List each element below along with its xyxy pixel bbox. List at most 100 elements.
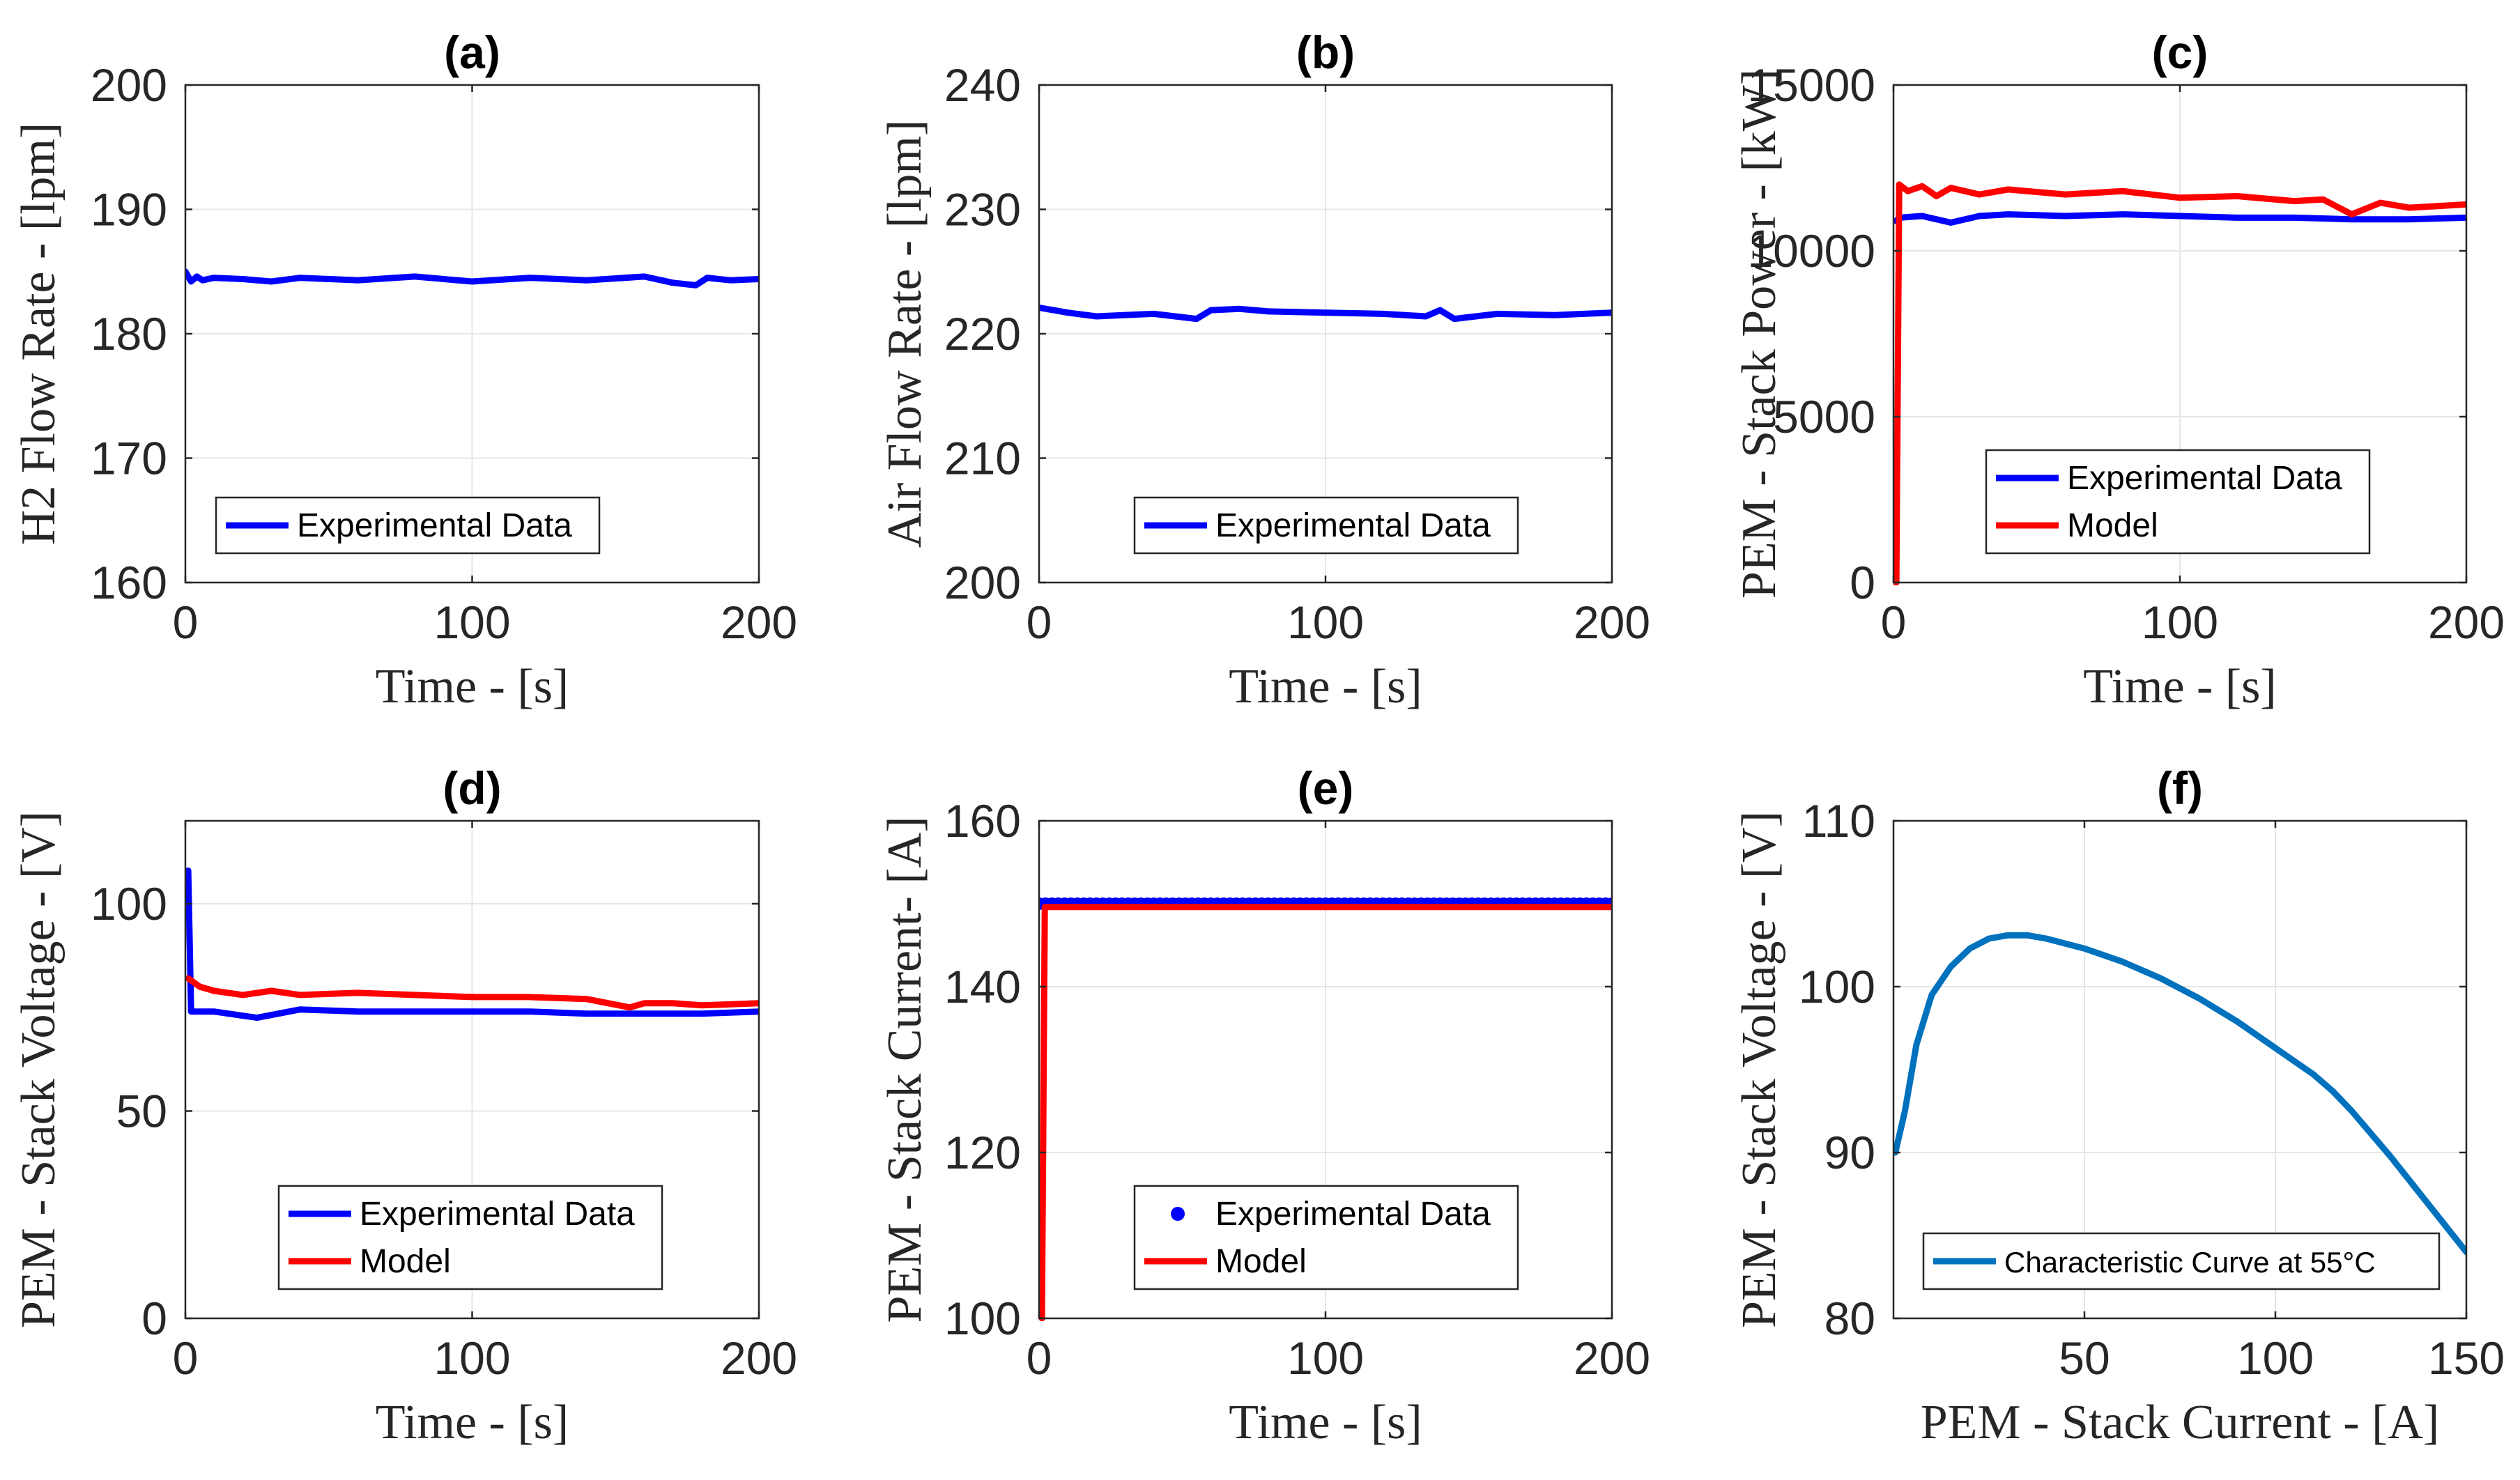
y-tick-label: 110 [1802,795,1875,847]
x-tick-label: 0 [1881,596,1907,648]
data-line [1893,181,2466,585]
data-line [1039,305,1612,323]
y-tick-label: 190 [91,184,167,236]
y-tick-label: 180 [91,308,167,360]
chart-title: (c) [2152,26,2208,78]
chart-title: (d) [443,762,501,814]
y-tick-label: 0 [141,1293,167,1344]
y-tick-label: 170 [91,433,167,484]
series-experimental-data [185,867,759,1022]
x-tick-label: 50 [2059,1332,2110,1384]
x-axis-label: Time - [s] [1229,660,1422,714]
y-tick-label: 90 [1824,1127,1875,1178]
legend: Characteristic Curve at 55°C [1922,1232,2441,1290]
y-tick-label: 0 [1850,557,1875,608]
legend-marker [1171,1207,1185,1221]
y-axis-label: PEM - Stack Voltage - [V] [1732,811,1786,1328]
legend-entry-label: Experimental Data [360,1196,635,1233]
y-tick-label: 140 [944,961,1021,1012]
x-tick-label: 100 [1287,596,1364,648]
x-tick-label: 200 [721,1332,797,1384]
x-tick-label: 200 [2428,596,2505,648]
panel-a-chart: 0 100 200 160 170 180 190 200 (a) Time - [s] H2 Fl… [12,26,797,714]
series-model [185,975,759,1011]
y-tick-label: 200 [91,59,167,111]
legend-entry-label: Model [2067,507,2158,544]
series-characteristic-curve-at-55-c [1893,932,2466,1256]
panel-f-chart: 50 100 150 80 90 100 110 (f) PEM - Stack Current… [1732,762,2505,1449]
legend-entry-label: Model [1215,1243,1307,1280]
legend-entry-label: Experimental Data [1215,1196,1491,1233]
series-model [1893,181,2466,585]
x-tick-label: 100 [433,1332,510,1384]
legend-entry-label: Experimental Data [1215,507,1491,544]
series-model [1039,904,1612,1321]
series-experimental-data [185,268,759,288]
y-tick-label: 160 [944,795,1021,847]
x-tick-label: 100 [2142,596,2218,648]
y-axis-label: PEM - Stack Voltage - [V] [12,811,66,1328]
y-tick-label: 15000 [1747,59,1875,111]
panel-b-chart: 0 100 200 200 210 220 230 240 (b) Time - [s] Air F… [878,26,1650,714]
y-tick-label: 220 [944,308,1021,360]
y-tick-label: 5000 [1773,391,1875,442]
legend-entry-label: Model [360,1243,451,1280]
data-line [1893,211,2466,226]
y-tick-label: 120 [944,1127,1021,1178]
chart-title: (f) [2157,762,2203,814]
y-axis-label: Air Flow Rate - [lpm] [878,120,932,548]
data-line [185,975,759,1011]
panel-d-chart: 0 100 200 0 50 100 (d) Time - [s] PEM - Stack Vo… [12,762,797,1449]
x-tick-label: 200 [721,596,797,648]
y-tick-label: 100 [944,1293,1021,1344]
series-experimental-data [1893,211,2466,226]
x-tick-label: 100 [1287,1332,1364,1384]
x-axis-label: Time - [s] [376,660,569,714]
axes-box [1892,819,2468,1320]
legend-box [277,1185,663,1290]
legend-entry-label: Experimental Data [2067,460,2342,497]
y-axis-label: PEM - Stack Power - [kW] [1732,69,1786,599]
legend-entry-label: Characteristic Curve at 55°C [2004,1246,2376,1279]
chart-title: (a) [444,26,500,78]
x-tick-label: 0 [173,1332,199,1384]
panel-c-chart: 0 100 200 0 5000 10000 15000 (c) Time - [s] PEM -… [1732,26,2505,714]
y-tick-label: 100 [1799,961,1875,1012]
x-tick-label: 100 [2237,1332,2314,1384]
y-tick-label: 160 [91,557,167,608]
x-tick-label: 0 [1027,596,1052,648]
data-line [1039,904,1612,1321]
y-tick-label: 80 [1824,1293,1875,1344]
legend-entry-label: Experimental Data [297,507,572,544]
x-tick-label: 200 [1574,596,1650,648]
chart-title: (b) [1296,26,1355,78]
x-tick-label: 0 [173,596,199,648]
y-tick-label: 10000 [1747,225,1875,277]
x-tick-label: 200 [1574,1332,1650,1384]
x-axis-label: Time - [s] [2083,660,2276,714]
legend: Experimental Data Model [1133,1185,1519,1290]
data-line [185,268,759,288]
legend-box [1133,1185,1519,1290]
legend: Experimental Data Model [277,1185,663,1290]
x-axis-label: Time - [s] [1229,1396,1422,1449]
data-line [1893,932,2466,1256]
x-tick-label: 100 [433,596,510,648]
y-axis-label: PEM - Stack Current- [A] [878,816,932,1323]
legend-box [1922,1232,2441,1290]
legend: Experimental Data [215,496,601,555]
chart-title: (e) [1298,762,1354,814]
y-tick-label: 200 [944,557,1021,608]
legend: Experimental Data [1133,496,1519,555]
x-axis-label: PEM - Stack Current - [A] [1921,1396,2440,1449]
legend-box [1985,449,2371,555]
data-line [185,867,759,1022]
y-tick-label: 210 [944,433,1021,484]
series-experimental-data [1039,305,1612,323]
x-tick-label: 150 [2428,1332,2505,1384]
y-tick-label: 240 [944,59,1021,111]
x-tick-label: 0 [1027,1332,1052,1384]
y-tick-label: 50 [116,1086,167,1137]
